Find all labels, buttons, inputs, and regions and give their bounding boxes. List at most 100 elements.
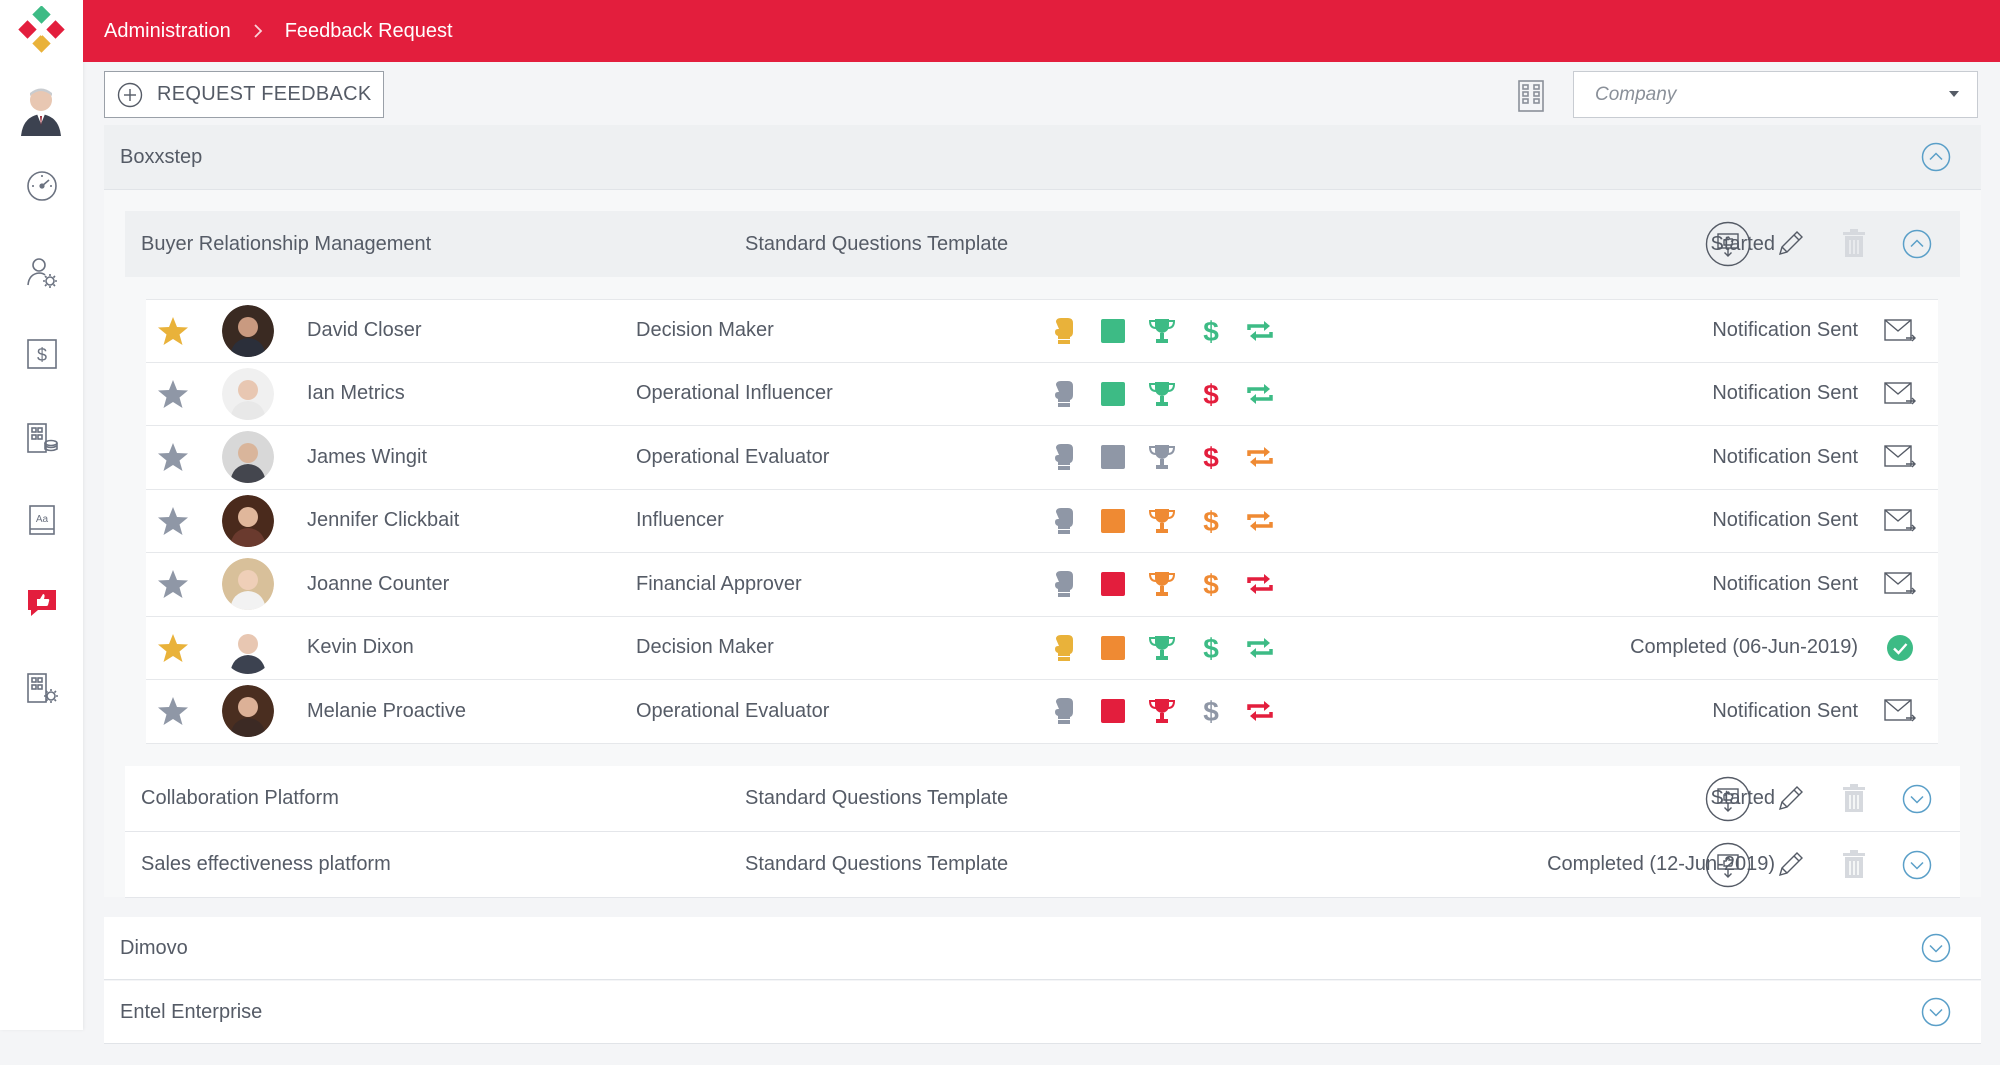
square-indicator-icon	[1101, 572, 1125, 597]
edit-button[interactable]	[1767, 221, 1813, 267]
resend-notification-button[interactable]	[1884, 378, 1916, 410]
expand-icon[interactable]	[1921, 997, 1951, 1027]
expand-icon[interactable]	[1902, 784, 1932, 814]
group-header-dimovo[interactable]: Dimovo	[104, 917, 1981, 980]
trophy-icon	[1148, 699, 1176, 724]
square-indicator-icon	[1101, 635, 1125, 660]
envelope-icon	[1884, 319, 1916, 342]
dollar-icon: $	[27, 339, 57, 369]
resend-notification-button[interactable]	[1884, 505, 1916, 537]
caret-down-icon	[1949, 91, 1959, 97]
sidebar-item-pricing[interactable]: $	[24, 336, 60, 372]
stakeholder-status: Notification Sent	[1712, 509, 1858, 532]
envelope-icon	[1884, 445, 1916, 468]
resend-notification-button[interactable]	[1884, 441, 1916, 473]
feedback-download-button[interactable]	[1705, 776, 1751, 822]
star-icon[interactable]	[157, 505, 189, 537]
user-avatar[interactable]	[19, 84, 63, 136]
sidebar: $ Aa	[0, 0, 83, 1030]
star-icon[interactable]	[157, 378, 189, 410]
stakeholder-row[interactable]: James Wingit Operational Evaluator $ Notifi…	[146, 426, 1938, 490]
expand-icon[interactable]	[1921, 933, 1951, 963]
collapse-icon[interactable]	[1902, 229, 1932, 259]
sidebar-item-users[interactable]	[24, 254, 60, 290]
feedback-download-icon	[1705, 776, 1751, 821]
svg-text:$: $	[1203, 442, 1219, 472]
resend-notification-button[interactable]	[1884, 568, 1916, 600]
indicator	[1245, 506, 1275, 536]
request-feedback-label: REQUEST FEEDBACK	[157, 83, 372, 105]
glove-icon	[1055, 444, 1073, 471]
indicator	[1147, 316, 1177, 346]
avatar	[222, 621, 274, 674]
envelope-icon	[1884, 572, 1916, 595]
stakeholder-status: Notification Sent	[1712, 382, 1858, 405]
app-logo[interactable]	[15, 6, 69, 60]
indicator: $	[1196, 379, 1226, 409]
avatar	[222, 304, 274, 357]
stakeholder-status: Completed (06-Jun-2019)	[1630, 636, 1858, 659]
resend-notification-button[interactable]	[1884, 695, 1916, 727]
company-select[interactable]: Company	[1573, 71, 1978, 118]
expand-icon[interactable]	[1902, 850, 1932, 880]
group-header-boxxstep[interactable]: Boxxstep	[104, 125, 1981, 190]
breadcrumb-feedback-request: Feedback Request	[284, 19, 453, 42]
square-indicator-icon	[1101, 318, 1125, 343]
trophy-icon	[1148, 635, 1176, 660]
chevron-right-icon	[254, 24, 262, 38]
delete-button[interactable]	[1831, 221, 1877, 267]
indicator	[1147, 442, 1177, 472]
sidebar-item-feedback[interactable]	[24, 585, 60, 621]
avatar	[222, 558, 274, 611]
stakeholder-row[interactable]: Ian Metrics Operational Influencer $ Notifi…	[146, 363, 1938, 426]
collapse-icon[interactable]	[1921, 142, 1951, 172]
indicator	[1147, 569, 1177, 599]
project-template: Standard Questions Template	[745, 853, 1009, 875]
svg-text:Aa: Aa	[36, 514, 49, 525]
glove-icon	[1055, 571, 1073, 598]
stakeholder-row[interactable]: Melanie Proactive Operational Evaluator $ N…	[146, 680, 1938, 744]
sidebar-item-glossary[interactable]: Aa	[24, 502, 60, 538]
indicator	[1049, 569, 1079, 599]
stakeholder-role: Financial Approver	[636, 572, 802, 595]
project-row[interactable]: Collaboration Platform Standard Question…	[125, 766, 1960, 832]
indicator: $	[1196, 442, 1226, 472]
project-row[interactable]: Sales effectiveness platform Standard Qu…	[125, 832, 1960, 898]
svg-text:$: $	[1203, 569, 1219, 599]
star-icon[interactable]	[157, 568, 189, 600]
group-header-entel-enterprise[interactable]: Entel Enterprise	[104, 981, 1981, 1044]
resend-notification-button[interactable]	[1884, 315, 1916, 347]
delete-button[interactable]	[1831, 776, 1877, 822]
feedback-download-button[interactable]	[1705, 221, 1751, 267]
building-icon[interactable]	[1516, 79, 1546, 113]
indicator	[1098, 506, 1128, 536]
edit-button[interactable]	[1767, 776, 1813, 822]
sidebar-item-accounts[interactable]	[24, 420, 60, 456]
star-icon[interactable]	[157, 695, 189, 727]
breadcrumb-administration[interactable]: Administration	[104, 19, 231, 42]
feedback-download-button[interactable]	[1705, 842, 1751, 888]
stakeholder-table: David Closer Decision Maker $ Notification …	[146, 299, 1938, 744]
stakeholder-status: Notification Sent	[1712, 445, 1858, 468]
indicator	[1245, 316, 1275, 346]
delete-button[interactable]	[1831, 842, 1877, 888]
edit-button[interactable]	[1767, 842, 1813, 888]
star-icon[interactable]	[157, 632, 189, 664]
sidebar-item-company-settings[interactable]	[24, 670, 60, 706]
sidebar-item-dashboard[interactable]	[24, 168, 60, 204]
stakeholder-row[interactable]: David Closer Decision Maker $ Notification …	[146, 299, 1938, 363]
stakeholder-row[interactable]: Joanne Counter Financial Approver $ Notific…	[146, 553, 1938, 617]
indicator	[1098, 633, 1128, 663]
dollar-indicator-icon: $	[1203, 569, 1219, 599]
indicator	[1245, 696, 1275, 726]
star-icon[interactable]	[157, 441, 189, 473]
stakeholder-row[interactable]: Kevin Dixon Decision Maker $ Completed (06-…	[146, 617, 1938, 680]
request-feedback-button[interactable]: REQUEST FEEDBACK	[104, 71, 384, 118]
stakeholder-role: Decision Maker	[636, 636, 774, 659]
indicator	[1245, 633, 1275, 663]
project-row[interactable]: Buyer Relationship Management Standard Q…	[125, 211, 1960, 277]
trash-icon	[1843, 783, 1865, 812]
dollar-indicator-icon: $	[1203, 379, 1219, 409]
stakeholder-row[interactable]: Jennifer Clickbait Influencer $ Notificatio…	[146, 490, 1938, 553]
star-icon[interactable]	[157, 315, 189, 347]
